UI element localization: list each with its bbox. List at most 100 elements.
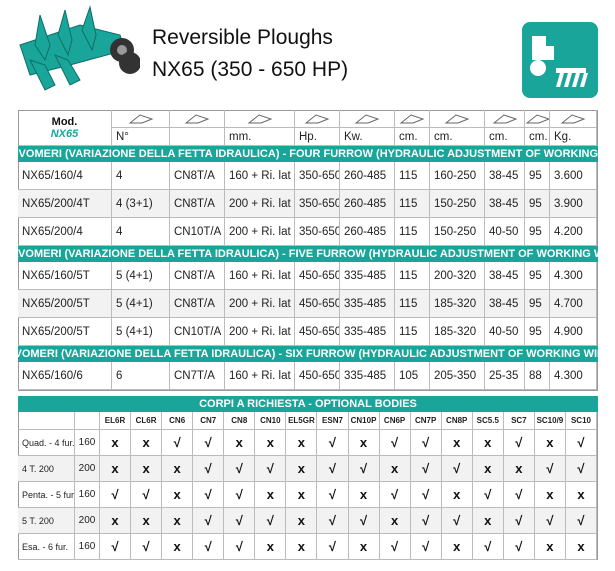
icon-cell <box>170 110 225 128</box>
table-cell: 5 (4+1) <box>112 262 170 290</box>
table-cell: NX65/200/4T <box>18 190 112 218</box>
table-cell: CN10T/A <box>170 318 225 346</box>
icon-cell <box>340 110 395 128</box>
table-cell: 450-650 <box>295 290 340 318</box>
table-cell: 3.900 <box>550 190 597 218</box>
availability-mark: √ <box>193 482 225 508</box>
row-label: 5 T. 200 <box>18 508 75 534</box>
availability-mark: x <box>348 482 380 508</box>
table-cell: 4.300 <box>550 262 597 290</box>
availability-mark: x <box>441 430 473 456</box>
availability-mark: √ <box>410 482 442 508</box>
table-cell: CN8T/A <box>170 190 225 218</box>
availability-mark: √ <box>534 508 566 534</box>
table-cell: 450-650 <box>295 262 340 290</box>
availability-mark: x <box>503 456 535 482</box>
table-cell: 160 + Ri. lat <box>225 362 295 390</box>
availability-mark: √ <box>162 430 194 456</box>
table-cell: 335-485 <box>340 290 395 318</box>
availability-mark: x <box>131 430 163 456</box>
table-cell: NX65/200/5T <box>18 290 112 318</box>
availability-mark: √ <box>503 482 535 508</box>
model-header: Mod. NX65 <box>18 110 112 146</box>
table-cell: 115 <box>395 262 430 290</box>
column-header: CN6 <box>162 412 194 430</box>
table-cell: CN10T/A <box>170 218 225 246</box>
table-cell: 95 <box>525 218 550 246</box>
options-header: CORPI A RICHIESTA - OPTIONAL BODIES <box>18 396 598 412</box>
model-text: Mod. <box>51 115 78 128</box>
table-cell: 95 <box>525 190 550 218</box>
icon-cell <box>550 110 597 128</box>
table-cell: 115 <box>395 190 430 218</box>
row-size: 200 <box>75 508 100 534</box>
blank-cell <box>75 412 100 430</box>
availability-mark: x <box>286 534 318 560</box>
availability-mark: √ <box>193 508 225 534</box>
availability-mark: x <box>286 456 318 482</box>
availability-mark: √ <box>565 430 597 456</box>
availability-mark: x <box>379 508 411 534</box>
availability-mark: √ <box>379 534 411 560</box>
table-cell: NX65/160/5T <box>18 262 112 290</box>
column-header: SC7 <box>503 412 535 430</box>
availability-mark: √ <box>131 482 163 508</box>
availability-mark: √ <box>441 508 473 534</box>
row-label: 4 T. 200 <box>18 456 75 482</box>
availability-mark: √ <box>348 456 380 482</box>
table-cell: CN8T/A <box>170 162 225 190</box>
availability-mark: √ <box>410 430 442 456</box>
unit-cell: cm. <box>525 128 550 146</box>
unit-cell: mm. <box>225 128 295 146</box>
table-cell: 200 + Ri. lat <box>225 318 295 346</box>
table-cell: 115 <box>395 290 430 318</box>
table-cell: NX65/200/4 <box>18 218 112 246</box>
table-cell: 4.900 <box>550 318 597 346</box>
row-size: 160 <box>75 430 100 456</box>
table-cell: 4.700 <box>550 290 597 318</box>
table-cell: 4.300 <box>550 362 597 390</box>
unit-cell: cm. <box>395 128 430 146</box>
availability-mark: x <box>100 430 132 456</box>
table-cell: 95 <box>525 318 550 346</box>
icon-cell <box>112 110 170 128</box>
table-cell: 160-250 <box>430 162 485 190</box>
availability-mark: √ <box>317 534 349 560</box>
column-header: CN8 <box>224 412 256 430</box>
availability-mark: √ <box>410 534 442 560</box>
table-cell: 450-650 <box>295 362 340 390</box>
availability-mark: √ <box>224 534 256 560</box>
table-cell: 200-320 <box>430 262 485 290</box>
availability-mark: √ <box>255 456 287 482</box>
subtitle: NX65 (350 - 650 HP) <box>152 58 349 81</box>
table-cell: 205-350 <box>430 362 485 390</box>
section-header: QUADRIVOMERI (VARIAZIONE DELLA FETTA IDR… <box>0 146 615 162</box>
availability-mark: √ <box>472 534 504 560</box>
row-size: 160 <box>75 482 100 508</box>
column-header: SC10 <box>565 412 597 430</box>
availability-mark: √ <box>565 456 597 482</box>
availability-mark: x <box>565 534 597 560</box>
logo <box>522 22 598 98</box>
row-size: 200 <box>75 456 100 482</box>
availability-mark: √ <box>503 508 535 534</box>
availability-mark: x <box>441 482 473 508</box>
table-cell: 3.600 <box>550 162 597 190</box>
icon-cell <box>485 110 525 128</box>
section-header: PENTAVOMERI (VARIAZIONE DELLA FETTA IDRA… <box>0 246 615 262</box>
availability-mark: x <box>162 508 194 534</box>
table-cell: 88 <box>525 362 550 390</box>
row-label: Quad. - 4 fur. <box>18 430 75 456</box>
column-header: EL5GR <box>286 412 318 430</box>
column-header: CN8P <box>441 412 473 430</box>
model-text: NX65 <box>50 127 79 140</box>
table-cell: 160 + Ri. lat <box>225 162 295 190</box>
column-header: CN10 <box>255 412 287 430</box>
availability-mark: √ <box>224 508 256 534</box>
unit-cell <box>170 128 225 146</box>
availability-mark: √ <box>379 430 411 456</box>
availability-mark: x <box>100 456 132 482</box>
table-cell: 4 <box>112 162 170 190</box>
availability-mark: √ <box>224 456 256 482</box>
